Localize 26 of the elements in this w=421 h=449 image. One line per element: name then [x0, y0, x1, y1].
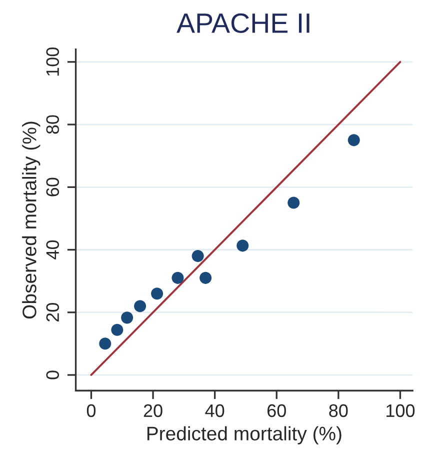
point	[200, 272, 212, 284]
point	[348, 134, 360, 146]
y-tick-label: 20	[46, 303, 60, 322]
point	[236, 240, 249, 252]
point	[288, 196, 300, 209]
y-tick-label: 60	[46, 178, 60, 196]
y-tick-label: 100	[46, 48, 60, 76]
x-tick-label: 40	[205, 404, 224, 418]
x-tick-label: 80	[329, 404, 348, 418]
x-tick-label: 0	[86, 404, 96, 418]
x-axis-title: Predicted mortality (%)	[147, 426, 342, 444]
chart-title: APACHE II	[176, 13, 310, 33]
y-tick-label: 40	[46, 240, 60, 260]
y-tick-label: 0	[46, 370, 60, 380]
point	[121, 312, 134, 324]
point	[172, 272, 184, 284]
point	[192, 250, 204, 262]
y-axis-title: Observed mortality (%)	[22, 122, 40, 318]
x-tick-label: 100	[386, 404, 415, 418]
x-tick-label: 60	[268, 404, 286, 418]
x-tick-label: 20	[144, 404, 162, 418]
y-tick-label: 80	[46, 115, 60, 134]
point	[151, 288, 164, 300]
point	[99, 338, 112, 350]
point	[134, 300, 146, 312]
point	[111, 324, 124, 336]
